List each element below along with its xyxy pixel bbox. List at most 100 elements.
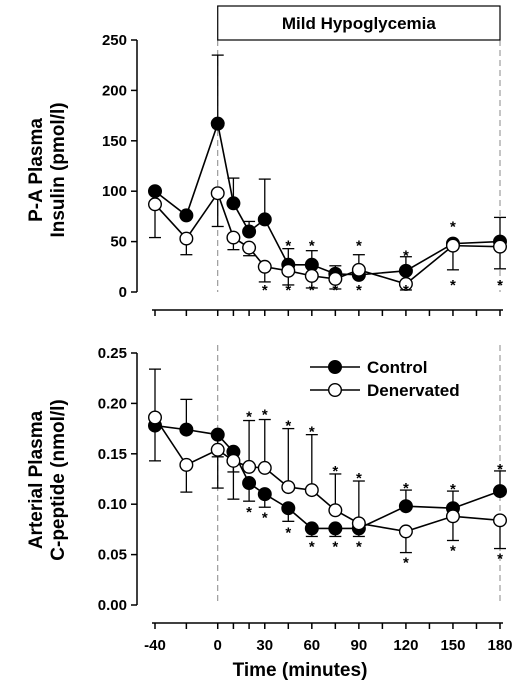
significance-star: *: [450, 277, 456, 294]
significance-star: *: [356, 238, 362, 255]
denervated-data-point: [328, 503, 343, 518]
denervated-data-point: [304, 483, 319, 498]
control-data-point: [210, 116, 225, 131]
insulin-panel: 0 50 100 150 200 250 P-A Plasma Insulin (pmol/l…: [26, 5, 508, 316]
significance-star: *: [450, 218, 456, 235]
denervated-data-point: [281, 480, 296, 495]
significance-star: *: [262, 406, 268, 423]
y-tick-label: 0.15: [98, 446, 127, 463]
control-data-point: [257, 487, 272, 502]
denervated-data-point: [328, 271, 343, 286]
y-tick-label: 0.05: [98, 547, 127, 564]
y-tick-label: 0.00: [98, 597, 127, 614]
denervated-data-point: [226, 453, 241, 468]
denervated-data-point: [210, 442, 225, 457]
significance-star: *: [285, 282, 291, 299]
significance-star: *: [262, 282, 268, 299]
x-tick-label: -40: [144, 637, 166, 654]
control-series-line: [154, 120, 501, 276]
denervated-data-point: [493, 513, 508, 528]
x-tick-label: 60: [303, 637, 320, 654]
significance-star: *: [285, 418, 291, 435]
denervated-data-point: [351, 262, 366, 277]
hypoglycemia-box: [217, 5, 501, 41]
control-data-point: [493, 484, 508, 499]
significance-star: *: [403, 555, 409, 572]
significance-star: *: [497, 551, 503, 568]
y-tick-label: 0.10: [98, 496, 127, 513]
x-tick-label: 120: [393, 637, 418, 654]
denervated-data-point: [351, 516, 366, 531]
y-axis-label: C-peptide (nmol/l): [48, 399, 69, 560]
control-data-point: [226, 196, 241, 211]
significance-star: *: [309, 424, 315, 441]
control-data-point: [242, 224, 257, 239]
hypoglycemia-label: Mild Hypoglycemia: [282, 14, 437, 33]
x-axis-label: Time (minutes): [233, 660, 368, 681]
control-data-point: [328, 521, 343, 536]
denervated-data-point: [257, 460, 272, 475]
x-tick-label: 30: [256, 637, 273, 654]
significance-star: *: [450, 481, 456, 498]
significance-star: *: [332, 463, 338, 480]
significance-star: *: [246, 504, 252, 521]
significance-star: *: [309, 282, 315, 299]
x-tick-label: 0: [214, 637, 222, 654]
y-tick-label: 200: [102, 82, 127, 99]
y-tick-label: 100: [102, 183, 127, 200]
significance-star: *: [262, 509, 268, 526]
denervated-data-point: [179, 457, 194, 472]
denervated-data-point: [147, 410, 162, 425]
denervated-data-point: [493, 239, 508, 254]
significance-star: *: [356, 282, 362, 299]
legend-marker: [328, 383, 343, 398]
denervated-data-point: [257, 259, 272, 274]
y-axis-label: Insulin (pmol/l): [48, 102, 69, 237]
significance-star: *: [332, 282, 338, 299]
denervated-data-point: [398, 524, 413, 539]
control-data-point: [398, 499, 413, 514]
legend-label: Control: [367, 358, 427, 377]
denervated-data-point: [242, 240, 257, 255]
significance-star: *: [246, 408, 252, 425]
control-data-point: [179, 422, 194, 437]
control-data-point: [179, 208, 194, 223]
significance-star: *: [497, 461, 503, 478]
legend-label: Denervated: [367, 381, 460, 400]
y-tick-label: 0: [119, 284, 127, 301]
significance-star: *: [450, 543, 456, 560]
legend-marker: [328, 360, 343, 375]
significance-star: *: [309, 238, 315, 255]
denervated-data-point: [242, 459, 257, 474]
y-tick-label: 0.20: [98, 395, 127, 412]
denervated-data-point: [226, 230, 241, 245]
significance-star: *: [403, 248, 409, 265]
denervated-data-point: [281, 263, 296, 278]
denervated-data-point: [398, 276, 413, 291]
x-tick-label: 180: [487, 637, 512, 654]
c-peptide-panel: 0.00 0.05 0.10 0.15 0.20 0.25 -40 0 30 60 90 120 150…: [26, 345, 513, 654]
denervated-data-point: [179, 231, 194, 246]
significance-star: *: [403, 480, 409, 497]
control-data-point: [257, 212, 272, 227]
denervated-data-point: [445, 238, 460, 253]
y-tick-label: 50: [110, 234, 127, 251]
control-data-point: [242, 476, 257, 491]
y-tick-label: 150: [102, 133, 127, 150]
significance-star: *: [285, 238, 291, 255]
significance-star: *: [332, 539, 338, 556]
control-data-point: [398, 263, 413, 278]
denervated-data-point: [445, 509, 460, 524]
control-data-point: [304, 521, 319, 536]
control-data-point: [281, 501, 296, 516]
denervated-data-point: [304, 268, 319, 283]
y-tick-label: 0.25: [98, 345, 127, 362]
x-tick-label: 90: [351, 637, 368, 654]
denervated-data-point: [147, 197, 162, 212]
control-data-point: [147, 184, 162, 199]
significance-star: *: [356, 539, 362, 556]
x-tick-label: 150: [440, 637, 465, 654]
y-axis-label: Arterial Plasma: [26, 410, 47, 549]
significance-star: *: [356, 470, 362, 487]
